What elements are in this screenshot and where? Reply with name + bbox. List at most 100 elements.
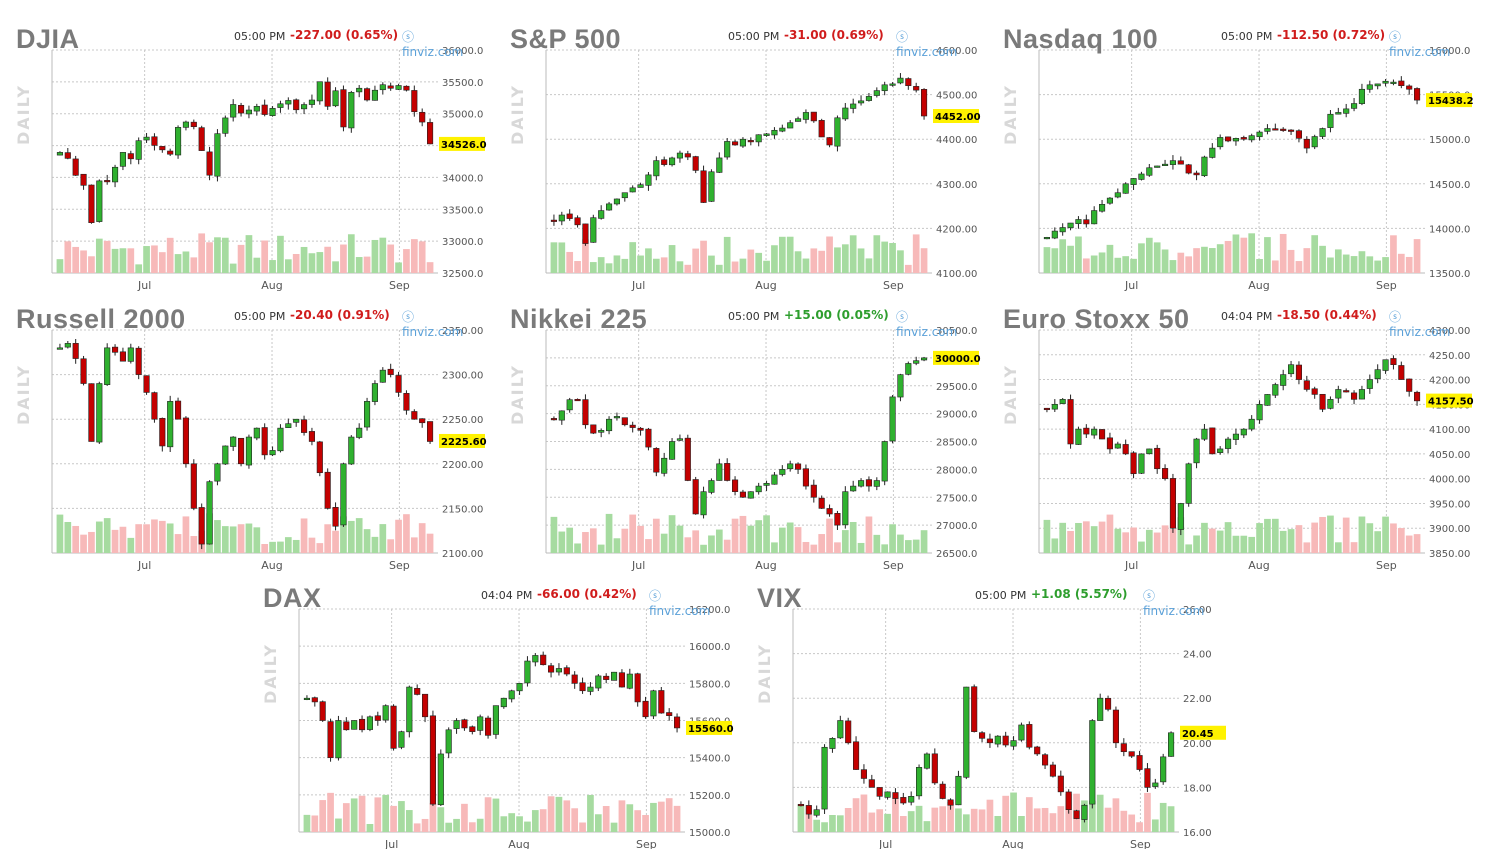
- volume-bar: [841, 244, 849, 273]
- y-tick-label: 22.00: [1183, 694, 1212, 705]
- volume-bar: [143, 524, 150, 553]
- candle: [135, 140, 142, 160]
- current-price-box: [933, 350, 979, 365]
- candle: [190, 121, 197, 128]
- candle: [1288, 129, 1295, 132]
- candle: [661, 457, 668, 474]
- candle: [1114, 443, 1121, 449]
- volume-bar: [771, 245, 778, 273]
- volume-bar: [852, 798, 860, 832]
- candle: [1075, 219, 1082, 225]
- volume-bar: [72, 525, 80, 553]
- volume-bar: [1049, 813, 1057, 832]
- volume-bar: [676, 261, 684, 273]
- candle: [371, 89, 378, 101]
- volume-bar: [947, 801, 954, 832]
- candle: [492, 705, 499, 735]
- candle: [574, 398, 581, 402]
- volume-bar: [876, 809, 884, 832]
- candle: [763, 133, 770, 136]
- candle: [645, 174, 652, 186]
- volume-bar: [421, 818, 429, 832]
- volume-bar: [1303, 542, 1311, 553]
- candle: [963, 686, 970, 778]
- volume-bar: [95, 521, 103, 553]
- volume-bar: [558, 242, 566, 273]
- candle: [104, 180, 111, 183]
- volume-bar: [1120, 810, 1128, 832]
- candle: [390, 705, 397, 749]
- volume-bar: [174, 254, 182, 273]
- volume-bar: [597, 257, 605, 273]
- candle: [311, 697, 318, 703]
- volume-bar: [1193, 535, 1200, 553]
- candle: [135, 347, 142, 375]
- chart-title: S&P 500: [510, 24, 622, 54]
- y-tick-label: 2100.00: [442, 549, 483, 560]
- candle: [524, 660, 531, 684]
- candle: [763, 483, 770, 486]
- y-tick-label: 4500.00: [936, 91, 977, 102]
- x-tick-label: Aug: [1248, 559, 1269, 572]
- volume-bar: [332, 530, 339, 553]
- volume-bar: [166, 523, 174, 553]
- volume-bar: [931, 807, 939, 832]
- brand-label: ⓢ finviz.com: [402, 310, 464, 339]
- current-price-box: [439, 433, 485, 448]
- brand-label: ⓢ finviz.com: [1389, 30, 1451, 59]
- volume-bar: [1319, 245, 1326, 273]
- candle: [429, 715, 436, 805]
- candle: [923, 753, 930, 769]
- timestamp: 04:04 PM: [1221, 310, 1273, 323]
- current-price-box: [1180, 725, 1226, 740]
- chart-title: Russell 2000: [16, 304, 186, 334]
- timeframe-label: DAILY: [14, 364, 33, 425]
- candle: [1398, 365, 1405, 380]
- candle: [876, 787, 883, 797]
- volume-bar: [1413, 534, 1421, 553]
- volume-bar: [1082, 521, 1090, 553]
- candle: [1051, 404, 1058, 410]
- candle: [829, 738, 836, 749]
- candle: [913, 360, 920, 364]
- volume-bar: [1043, 247, 1051, 273]
- volume-bar: [1153, 532, 1161, 553]
- volume-bar: [897, 250, 904, 273]
- candle: [1152, 782, 1159, 787]
- volume-bar: [492, 798, 500, 832]
- candle: [1288, 364, 1295, 375]
- candle: [566, 213, 573, 219]
- candle: [238, 104, 245, 114]
- volume-bar: [708, 255, 715, 273]
- candle: [127, 347, 134, 362]
- volume-bar: [292, 254, 300, 273]
- candle: [285, 100, 292, 105]
- volume-bar: [390, 805, 397, 832]
- candle: [1091, 210, 1098, 225]
- volume-bar: [366, 823, 374, 832]
- candle: [516, 683, 523, 692]
- volume-bar: [261, 240, 269, 273]
- volume-bar: [673, 805, 681, 832]
- candle: [364, 401, 371, 428]
- candle: [1209, 147, 1216, 158]
- volume-bar: [1327, 515, 1334, 553]
- current-price-label: 4157.50: [1428, 397, 1474, 408]
- volume-bar: [739, 515, 747, 553]
- volume-bar: [794, 251, 802, 273]
- candle: [802, 112, 809, 120]
- x-tick-label: Jul: [137, 279, 151, 292]
- candle: [845, 720, 852, 744]
- volume-bar: [613, 538, 621, 553]
- candle: [563, 667, 570, 675]
- volume-bar: [1051, 248, 1059, 273]
- volume-bar: [221, 237, 229, 273]
- candle: [175, 400, 182, 420]
- candle: [222, 117, 229, 134]
- volume-bar: [1390, 235, 1397, 273]
- candle: [419, 111, 426, 123]
- candle: [558, 410, 565, 421]
- candle: [590, 424, 597, 434]
- candle: [1398, 80, 1405, 86]
- volume-bar: [1350, 256, 1358, 273]
